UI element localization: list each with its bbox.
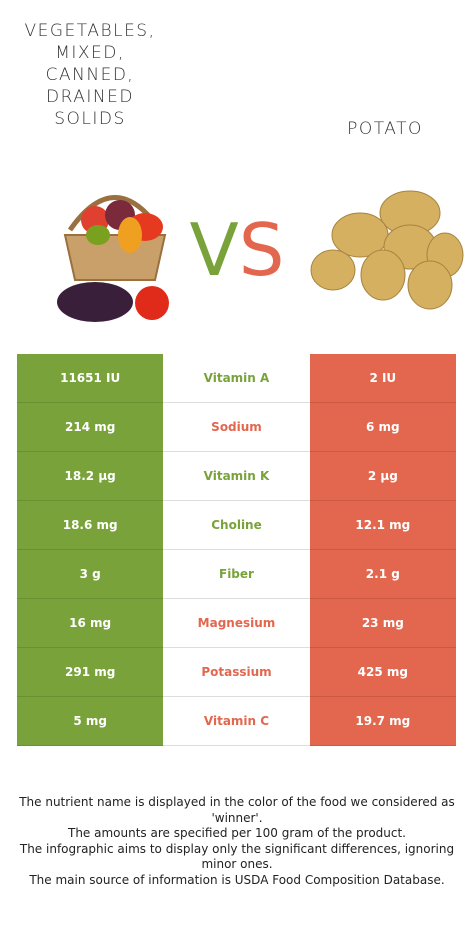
right-value: 23 mg	[309, 599, 456, 648]
nutrient-name: Vitamin C	[163, 697, 310, 746]
left-title: VEGETABLES, MIXED, CANNED, DRAINED SOLIDS	[10, 20, 170, 130]
left-value: 291 mg	[17, 648, 164, 697]
nutrient-name: Vitamin A	[163, 354, 310, 403]
title-line: CANNED,	[45, 65, 135, 85]
table-row: 291 mg Potassium 425 mg	[17, 648, 456, 697]
left-value: 214 mg	[17, 403, 164, 452]
table-row: 16 mg Magnesium 23 mg	[17, 599, 456, 648]
right-value: 12.1 mg	[309, 501, 456, 550]
right-value: 2.1 g	[309, 550, 456, 599]
left-value: 11651 IU	[17, 354, 164, 403]
footer-line: The nutrient name is displayed in the co…	[19, 795, 455, 825]
potato-image	[310, 190, 464, 310]
title-line: POTATO	[347, 119, 423, 139]
footer-line: The infographic aims to display only the…	[19, 841, 455, 872]
right-value: 6 mg	[309, 403, 456, 452]
right-value: 425 mg	[309, 648, 456, 697]
footer-line: The amounts are specified per 100 gram o…	[67, 826, 406, 840]
footer-line: The main source of information is USDA F…	[29, 872, 445, 887]
nutrient-name: Fiber	[163, 550, 310, 599]
title-line: SOLIDS	[54, 109, 126, 129]
left-value: 5 mg	[17, 697, 164, 746]
nutrient-name: Magnesium	[163, 599, 310, 648]
table-row: 5 mg Vitamin C 19.7 mg	[17, 697, 456, 746]
nutrient-name: Potassium	[163, 648, 310, 697]
vs-label: VS	[182, 205, 292, 295]
left-value: 18.6 mg	[17, 501, 164, 550]
nutrient-name: Choline	[163, 501, 310, 550]
right-value: 19.7 mg	[309, 697, 456, 746]
table-row: 3 g Fiber 2.1 g	[17, 550, 456, 599]
nutrient-name: Sodium	[163, 403, 310, 452]
left-value: 18.2 µg	[17, 452, 164, 501]
left-value: 3 g	[17, 550, 164, 599]
title-line: DRAINED	[46, 87, 134, 107]
footer: The nutrient name is displayed in the co…	[14, 795, 460, 888]
table-row: 214 mg Sodium 6 mg	[17, 403, 456, 452]
table-row: 18.6 mg Choline 12.1 mg	[17, 501, 456, 550]
right-value: 2 µg	[309, 452, 456, 501]
vs-letter: S	[238, 208, 285, 292]
title-line: MIXED,	[55, 43, 125, 63]
vegetables-image	[57, 195, 169, 322]
nutrient-name: Vitamin K	[163, 452, 310, 501]
right-title: POTATO	[310, 118, 460, 140]
left-value: 16 mg	[17, 599, 164, 648]
title-line: VEGETABLES,	[24, 21, 156, 41]
right-value: 2 IU	[309, 354, 456, 403]
vs-letter: V	[189, 208, 239, 292]
